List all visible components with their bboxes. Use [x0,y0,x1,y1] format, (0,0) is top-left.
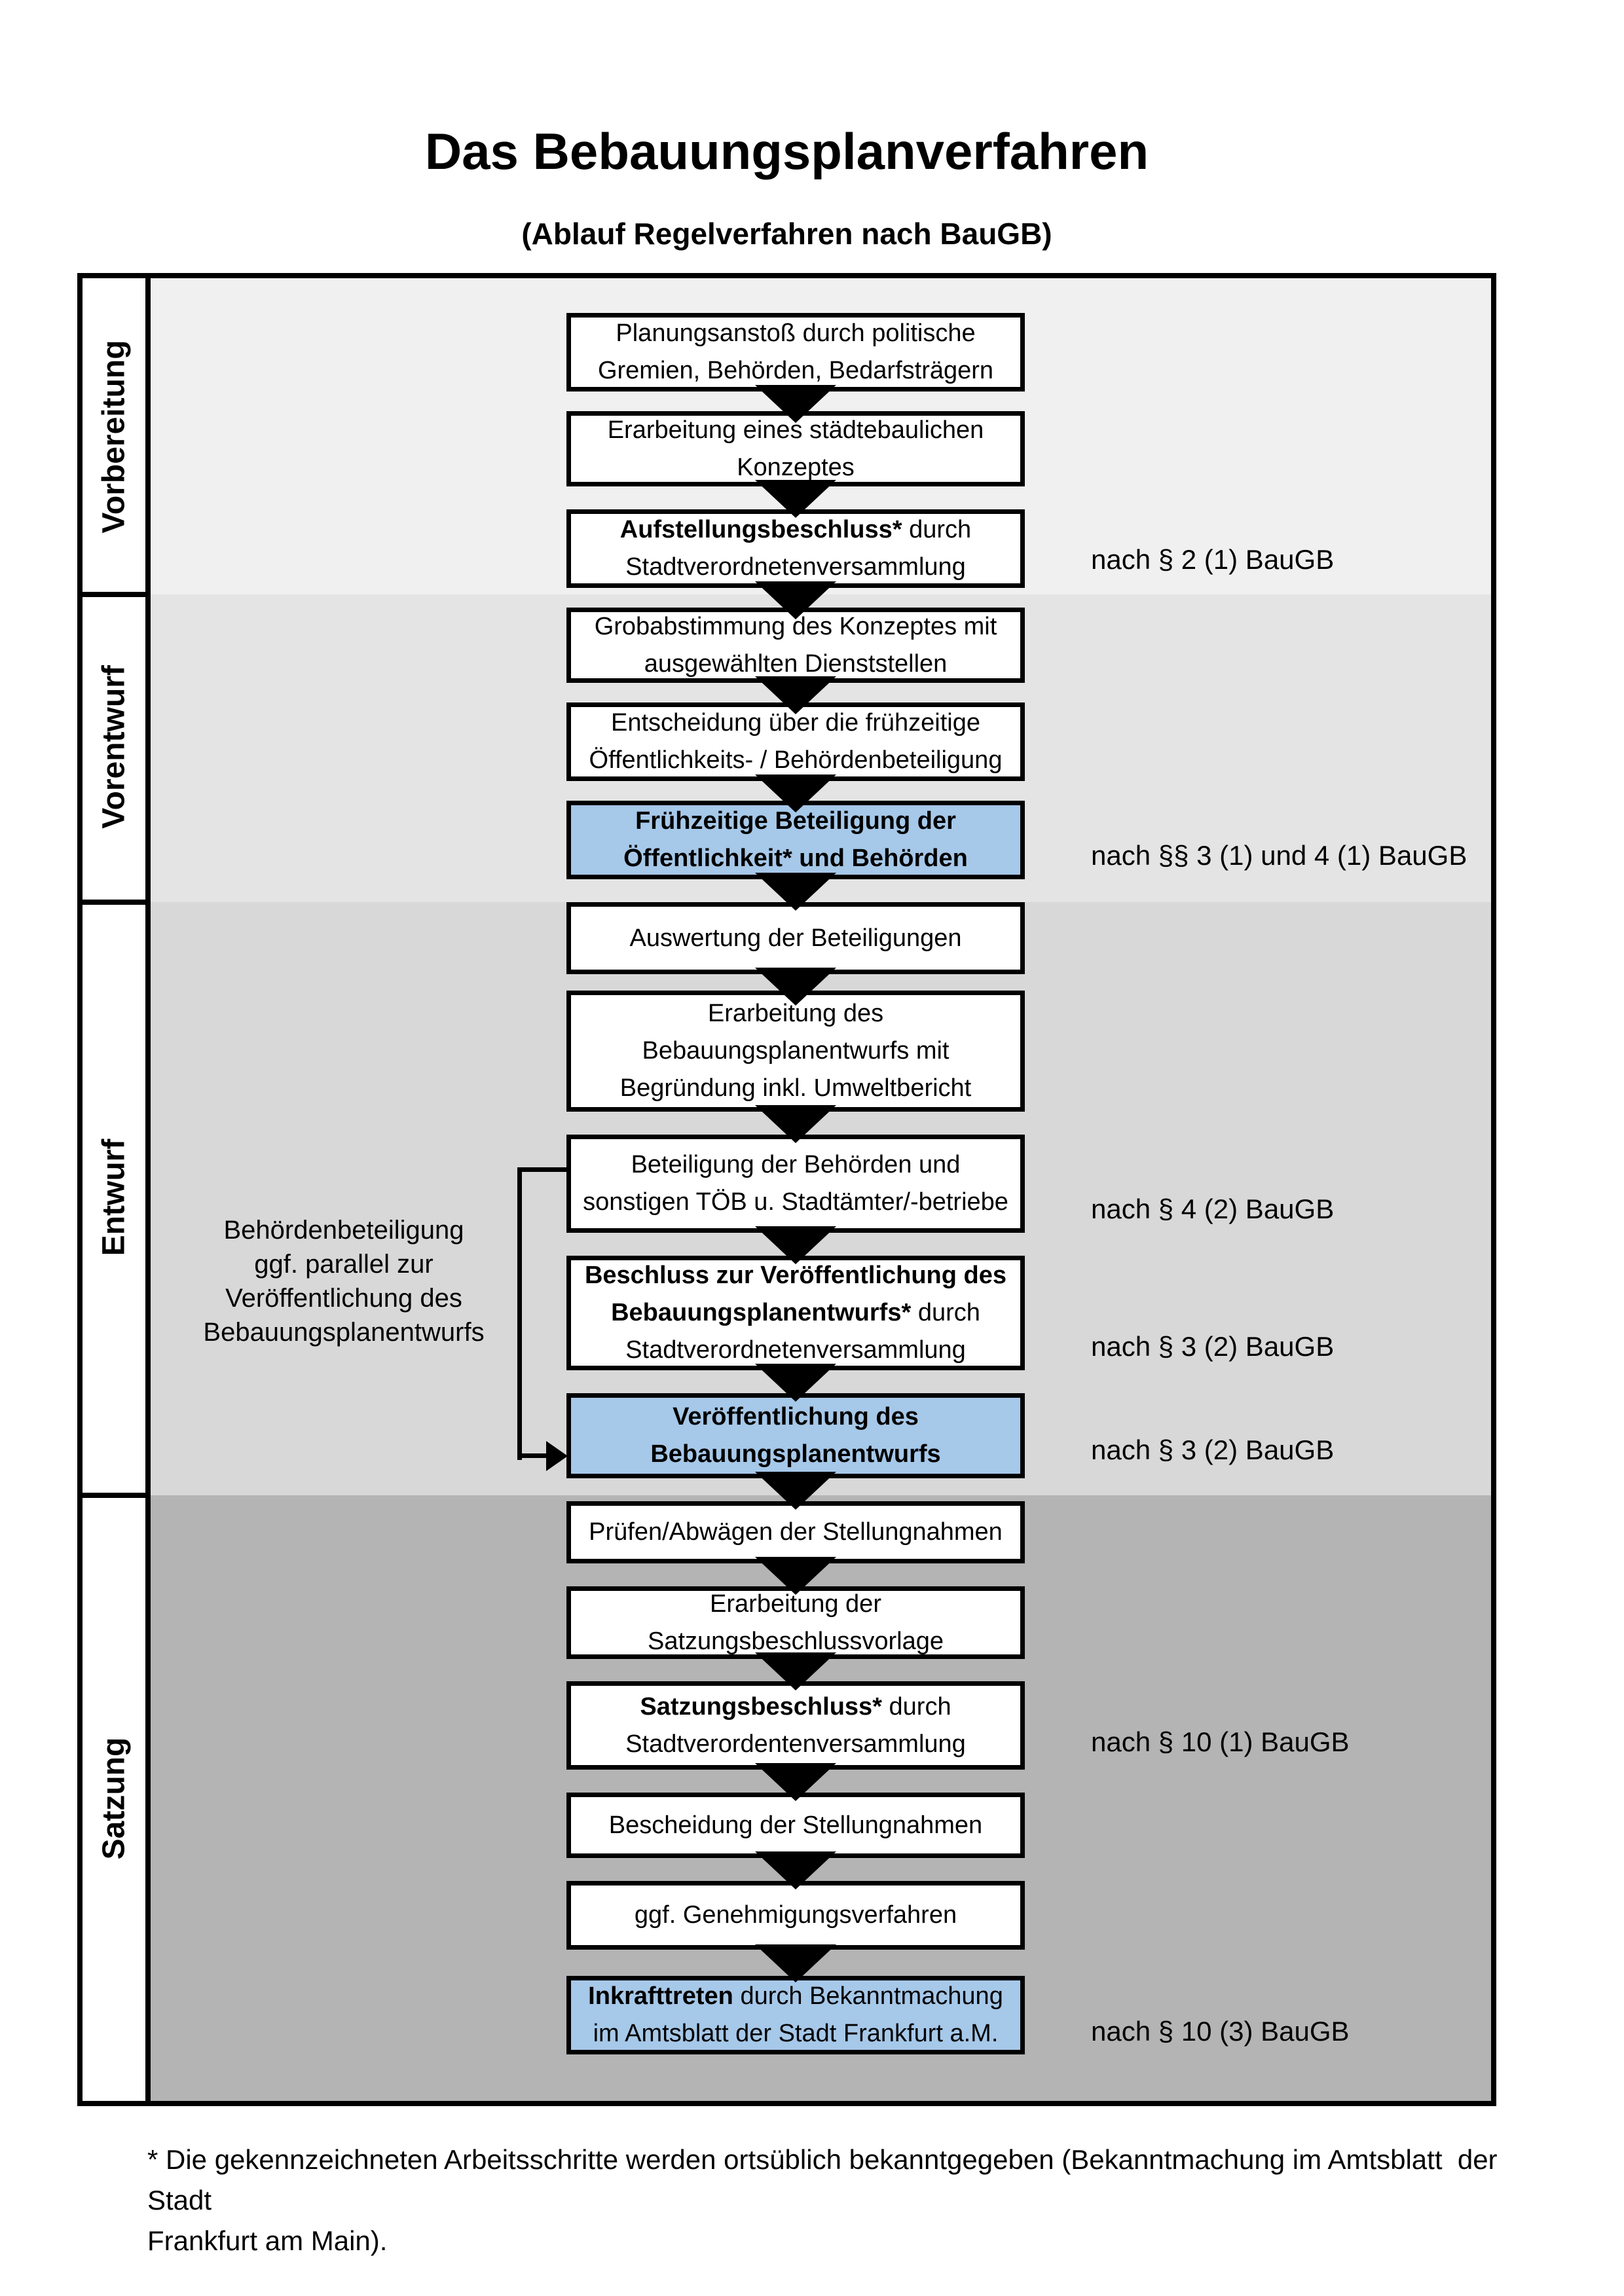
phase-divider [83,1493,151,1498]
arrow-down-icon [755,1472,836,1510]
bracket-connector-line [517,1167,522,1460]
step-text-line: ggf. Genehmigungsverfahren [634,1901,957,1929]
phase-label-entwurf: Entwurf [96,1139,132,1256]
step-text-line: Satzungsbeschlussvorlage [647,1627,944,1655]
step-text-line: Erarbeitung eines städtebaulichen [607,416,984,444]
flow-step-box: Prüfen/Abwägen der Stellungnahmen [566,1501,1025,1563]
bracket-connector-line [517,1167,567,1172]
flow-step-box-highlighted: Inkrafttreten durch Bekanntmachung im Amt… [566,1976,1025,2054]
arrow-down-icon [755,1557,836,1595]
arrow-down-icon [755,774,836,812]
flow-step-box: Beteiligung der Behörden und sonstigen TÖ… [566,1135,1025,1233]
flow-step-box: ggf. Genehmigungsverfahren [566,1881,1025,1950]
step-text-line: Stadtverordnetenversammlung [625,553,966,581]
arrow-down-icon [755,1652,836,1690]
step-text-line: Öffentlichkeit* und Behörden [623,845,968,872]
step-text-line: Öffentlichkeits- / Behördenbeteiligung [589,746,1003,774]
arrow-down-icon [755,1105,836,1143]
arrow-down-icon [755,1944,836,1982]
legal-ref: nach § 2 (1) BauGB [1091,544,1335,575]
flow-step-box-highlighted: Veröffentlichung des Bebauungsplanentwurf… [566,1393,1025,1478]
page-title: Das Bebauungsplanverfahren [424,122,1149,180]
note-line: Veröffentlichung des [225,1284,462,1313]
step-text-line: Frühzeitige Beteiligung der [635,807,956,835]
step-text-line: Bebauungsplanentwurfs mit [642,1037,950,1065]
step-text-line: ausgewählten Dienststellen [644,649,948,678]
flow-step-box-highlighted: Frühzeitige Beteiligung der Öffentlichkei… [566,801,1025,879]
flow-step-box: Aufstellungsbeschluss* durch Stadtverordn… [566,509,1025,588]
phase-label-vorentwurf: Vorentwurf [96,665,132,829]
flow-step-box: Planungsanstoß durch politische Gremien, … [566,313,1025,392]
flow-step-box: Bescheidung der Stellungnahmen [566,1793,1025,1858]
phase-divider [83,900,151,905]
step-text-line: sonstigen TÖB u. Stadtämter/-betriebe [583,1188,1008,1216]
bracket-arrow-right-icon [546,1441,568,1471]
phase-label-vorbereitung: Vorbereitung [96,340,132,534]
phase-label-satzung: Satzung [96,1737,132,1860]
page-subtitle: (Ablauf Regelverfahren nach BauGB) [521,217,1052,251]
flow-step-box: Auswertung der Beteiligungen [566,902,1025,974]
step-text-line: Entscheidung über die frühzeitige [610,709,981,737]
flow-step-box: Beschluss zur Veröffentlichung des Bebauu… [566,1256,1025,1370]
step-text-line: Konzeptes [737,453,855,481]
flow-step-box: Satzungsbeschluss* durch Stadtverordenten… [566,1681,1025,1770]
arrow-down-icon [755,1364,836,1402]
step-text-line: Planungsanstoß durch politische [616,319,976,347]
step-text-line: im Amtsblatt der Stadt Frankfurt a.M. [593,2020,999,2047]
arrow-down-icon [755,968,836,1006]
step-text-line: Begründung inkl. Umweltbericht [619,1074,972,1102]
flow-step-box: Entscheidung über die frühzeitige Öffentl… [566,702,1025,781]
phase-label-column [83,278,151,2101]
flowchart-frame: Vorbereitung Vorentwurf Entwurf Satzung … [77,273,1496,2106]
step-text-line: Beteiligung der Behörden und [631,1151,961,1178]
legal-ref: nach § 10 (1) BauGB [1091,1726,1350,1757]
arrow-down-icon [755,1226,836,1264]
step-text-line: Beschluss zur Veröffentlichung des [584,1262,1007,1289]
arrow-down-icon [755,676,836,714]
step-text-line: Bebauungsplanentwurfs* durch [611,1299,980,1326]
arrow-down-icon [755,581,836,619]
legal-ref: nach § 10 (3) BauGB [1091,2016,1350,2047]
parallel-note: Behördenbeteiligung ggf. parallel zur Ve… [180,1213,507,1349]
step-text-line: Grobabstimmung des Konzeptes mit [594,612,997,640]
legal-ref: nach § 4 (2) BauGB [1091,1194,1335,1224]
arrow-down-icon [755,1763,836,1801]
arrow-down-icon [755,480,836,518]
step-text-line: Aufstellungsbeschluss* durch [619,516,972,543]
step-text-line: Veröffentlichung des [673,1403,919,1430]
step-text-line: Stadtverordentenversammlung [625,1730,966,1758]
footnote: * Die gekennzeichneten Arbeitsschritte w… [147,2140,1542,2261]
legal-ref: nach § 3 (2) BauGB [1091,1331,1335,1362]
legal-ref: nach § 3 (2) BauGB [1091,1434,1335,1465]
flow-step-box: Erarbeitung des Bebauungsplanentwurfs mit… [566,991,1025,1112]
phase-divider [83,592,151,597]
step-text-line: Prüfen/Abwägen der Stellungnahmen [589,1518,1003,1546]
step-text-line: Gremien, Behörden, Bedarfsträgern [597,357,994,384]
note-line: Behördenbeteiligung [223,1216,464,1245]
step-text-line: Stadtverordnetenversammlung [625,1336,966,1364]
footnote-line: Frankfurt am Main). [147,2225,388,2256]
arrow-down-icon [755,873,836,911]
bracket-connector-line [517,1453,551,1458]
note-line: ggf. parallel zur [254,1250,434,1279]
step-text-line: Bebauungsplanentwurfs [650,1440,941,1468]
flow-step-box: Erarbeitung der Satzungsbeschlussvorlage [566,1586,1025,1659]
step-text-line: Inkrafttreten durch Bekanntmachung [588,1982,1003,2010]
footnote-line: * Die gekennzeichneten Arbeitsschritte w… [147,2144,1505,2215]
arrow-down-icon [755,385,836,423]
arrow-down-icon [755,1851,836,1889]
step-text-line: Satzungsbeschluss* durch [640,1692,951,1721]
step-text-line: Auswertung der Beteiligungen [629,924,962,952]
step-text-line: Bescheidung der Stellungnahmen [608,1811,983,1839]
legal-ref: nach §§ 3 (1) und 4 (1) BauGB [1091,840,1467,871]
note-line: Bebauungsplanentwurfs [203,1318,485,1347]
flow-step-box: Erarbeitung eines städtebaulichen Konzept… [566,411,1025,486]
